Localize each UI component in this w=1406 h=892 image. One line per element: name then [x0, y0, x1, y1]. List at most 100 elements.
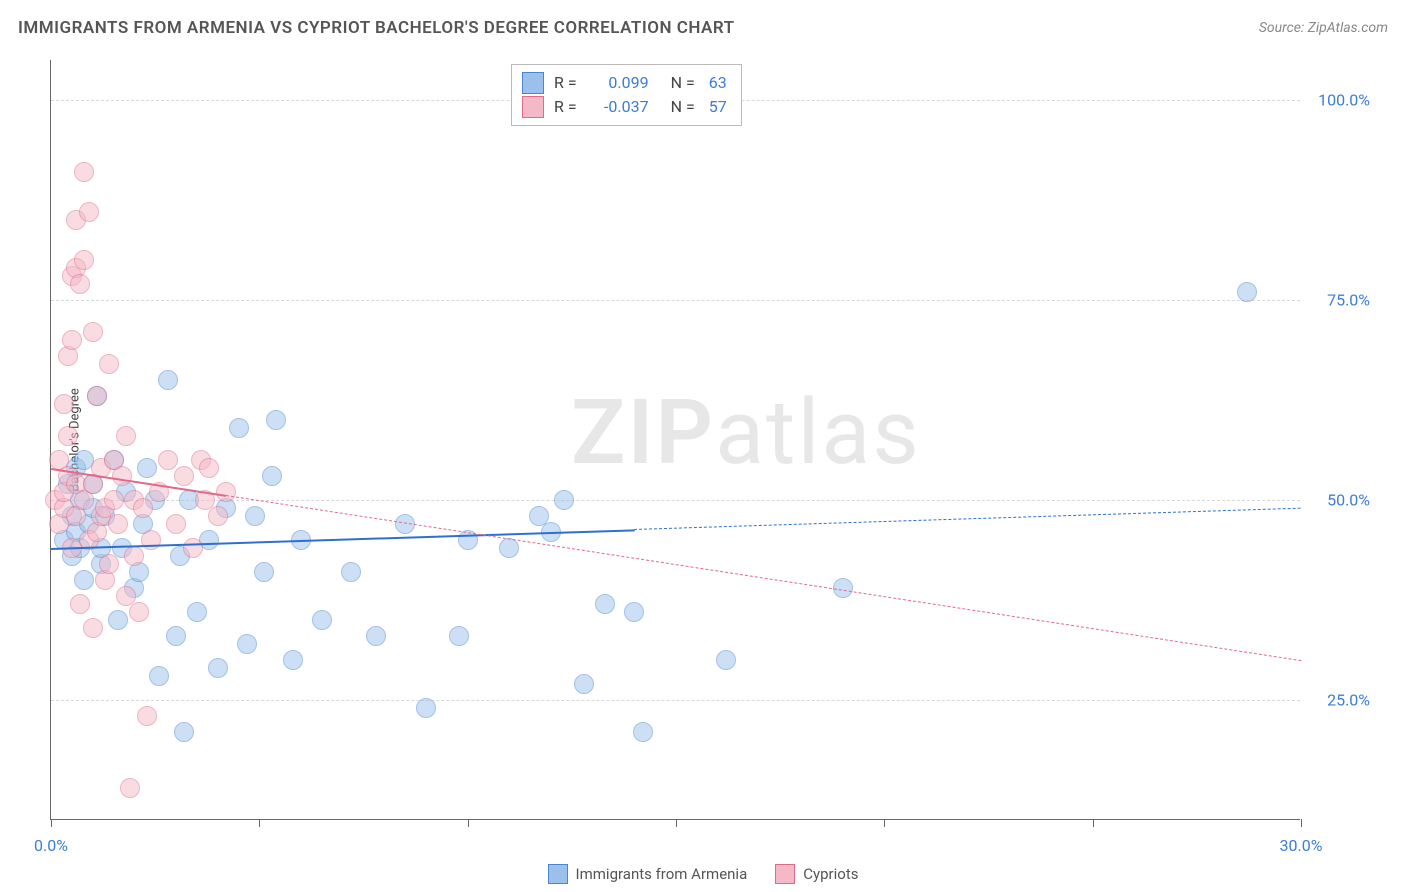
data-point	[54, 394, 74, 414]
legend-item-armenia: Immigrants from Armenia	[548, 864, 748, 884]
data-point	[312, 610, 332, 630]
data-point	[99, 354, 119, 374]
x-tick	[676, 819, 677, 827]
plot-area: Bachelor's Degree ZIPatlas 25.0%50.0%75.…	[50, 60, 1300, 820]
data-point	[108, 610, 128, 630]
data-point	[129, 602, 149, 622]
legend-r-label: R =	[554, 71, 577, 95]
x-tick-label: 30.0%	[1280, 836, 1323, 855]
correlation-legend: R = 0.099 N = 63 R = -0.037 N = 57	[511, 64, 742, 126]
data-point	[216, 482, 236, 502]
data-point	[416, 698, 436, 718]
x-tick	[259, 819, 260, 827]
data-point	[120, 778, 140, 798]
legend-row: R = -0.037 N = 57	[522, 95, 727, 119]
y-tick-label: 100.0%	[1310, 91, 1370, 110]
x-tick-label: 0.0%	[34, 836, 68, 855]
legend-label-armenia: Immigrants from Armenia	[576, 865, 748, 883]
legend-label-cypriots: Cypriots	[803, 865, 858, 883]
legend-r-label: R =	[554, 95, 577, 119]
data-point	[74, 570, 94, 590]
data-point	[137, 458, 157, 478]
data-point	[133, 498, 153, 518]
trend-line-extrapolated	[634, 508, 1301, 530]
data-point	[633, 722, 653, 742]
data-point	[199, 458, 219, 478]
source-label: Source: ZipAtlas.com	[1259, 20, 1388, 36]
legend-row: R = 0.099 N = 63	[522, 71, 727, 95]
bottom-legend: Immigrants from Armenia Cypriots	[0, 864, 1406, 884]
legend-swatch	[522, 72, 544, 94]
data-point	[283, 650, 303, 670]
data-point	[716, 650, 736, 670]
data-point	[112, 466, 132, 486]
data-point	[208, 658, 228, 678]
data-point	[99, 554, 119, 574]
data-point	[229, 418, 249, 438]
data-point	[624, 602, 644, 622]
gridline-h	[51, 700, 1300, 701]
legend-item-cypriots: Cypriots	[775, 864, 858, 884]
data-point	[149, 666, 169, 686]
data-point	[499, 538, 519, 558]
legend-swatch-cypriots	[775, 864, 795, 884]
data-point	[74, 162, 94, 182]
data-point	[87, 386, 107, 406]
legend-r-value: 0.099	[591, 71, 649, 95]
gridline-h	[51, 500, 1300, 501]
y-tick-label: 75.0%	[1310, 291, 1370, 310]
data-point	[70, 594, 90, 614]
data-point	[58, 426, 78, 446]
x-tick	[1301, 819, 1302, 827]
data-point	[245, 506, 265, 526]
data-point	[62, 330, 82, 350]
data-point	[166, 626, 186, 646]
data-point	[108, 514, 128, 534]
data-point	[254, 562, 274, 582]
data-point	[158, 450, 178, 470]
data-point	[83, 618, 103, 638]
data-point	[183, 538, 203, 558]
data-point	[237, 634, 257, 654]
legend-n-value: 57	[709, 95, 727, 119]
data-point	[70, 274, 90, 294]
x-tick	[1093, 819, 1094, 827]
watermark: ZIPatlas	[571, 380, 921, 485]
data-point	[262, 466, 282, 486]
legend-swatch-armenia	[548, 864, 568, 884]
x-tick	[884, 819, 885, 827]
gridline-h	[51, 300, 1300, 301]
data-point	[124, 546, 144, 566]
legend-r-value: -0.037	[591, 95, 649, 119]
data-point	[341, 562, 361, 582]
legend-n-value: 63	[709, 71, 727, 95]
data-point	[266, 410, 286, 430]
data-point	[449, 626, 469, 646]
legend-n-label: N =	[671, 95, 695, 119]
data-point	[137, 706, 157, 726]
legend-swatch	[522, 96, 544, 118]
data-point	[174, 466, 194, 486]
data-point	[208, 506, 228, 526]
data-point	[554, 490, 574, 510]
data-point	[158, 370, 178, 390]
legend-n-label: N =	[671, 71, 695, 95]
data-point	[366, 626, 386, 646]
data-point	[166, 514, 186, 534]
data-point	[79, 202, 99, 222]
data-point	[187, 602, 207, 622]
data-point	[116, 426, 136, 446]
y-tick-label: 25.0%	[1310, 691, 1370, 710]
data-point	[1237, 282, 1257, 302]
title-bar: IMMIGRANTS FROM ARMENIA VS CYPRIOT BACHE…	[18, 18, 1388, 38]
y-tick-label: 50.0%	[1310, 491, 1370, 510]
chart-title: IMMIGRANTS FROM ARMENIA VS CYPRIOT BACHE…	[18, 18, 735, 38]
data-point	[595, 594, 615, 614]
data-point	[83, 322, 103, 342]
data-point	[74, 250, 94, 270]
trend-line-extrapolated	[226, 495, 1301, 661]
data-point	[174, 722, 194, 742]
x-tick	[468, 819, 469, 827]
data-point	[104, 490, 124, 510]
data-point	[574, 674, 594, 694]
